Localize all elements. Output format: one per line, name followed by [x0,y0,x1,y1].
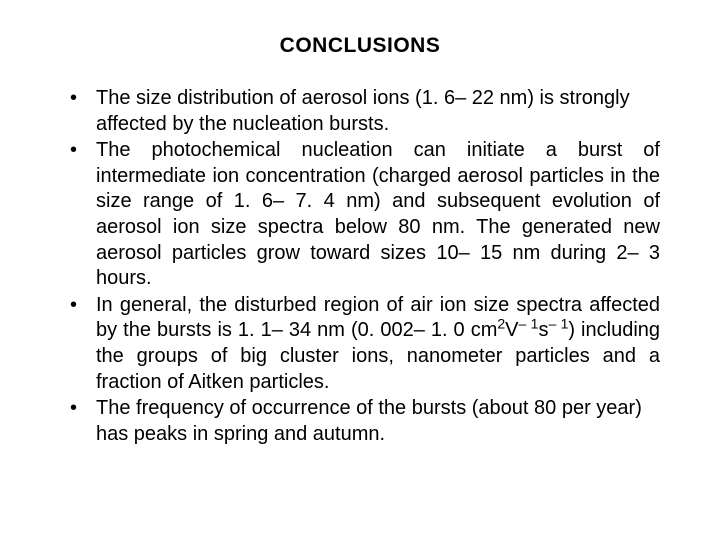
bullet-text: The photochemical nucleation can initiat… [96,139,660,289]
bullet-item: The size distribution of aerosol ions (1… [68,86,660,137]
bullet-text: The size distribution of aerosol ions (1… [96,87,630,135]
bullet-item: The photochemical nucleation can initiat… [68,138,660,292]
bullet-text: The frequency of occurrence of the burst… [96,397,642,445]
slide-container: CONCLUSIONS The size distribution of aer… [0,0,720,540]
slide-title: CONCLUSIONS [48,34,672,58]
conclusions-list: The size distribution of aerosol ions (1… [48,86,672,447]
bullet-item: The frequency of occurrence of the burst… [68,396,660,447]
bullet-item: In general, the disturbed region of air … [68,293,660,395]
bullet-text: In general, the disturbed region of air … [96,293,660,395]
